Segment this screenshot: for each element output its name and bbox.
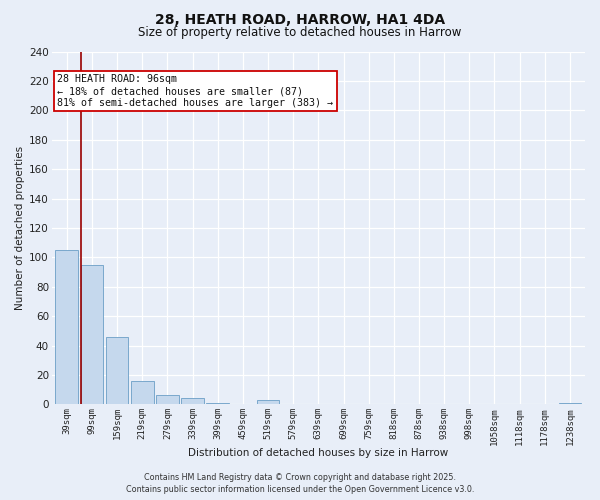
Bar (156, 396, 179, 404)
Bar (559, 403, 581, 404)
X-axis label: Distribution of detached houses by size in Harrow: Distribution of detached houses by size … (188, 448, 448, 458)
Text: Contains HM Land Registry data © Crown copyright and database right 2025.
Contai: Contains HM Land Registry data © Crown c… (126, 473, 474, 494)
Bar (106, 336, 128, 404)
Bar (257, 400, 280, 404)
Y-axis label: Number of detached properties: Number of detached properties (15, 146, 25, 310)
Text: 28 HEATH ROAD: 96sqm
← 18% of detached houses are smaller (87)
81% of semi-detac: 28 HEATH ROAD: 96sqm ← 18% of detached h… (57, 74, 333, 108)
Bar (131, 381, 154, 404)
Text: Size of property relative to detached houses in Harrow: Size of property relative to detached ho… (139, 26, 461, 39)
Bar (55, 250, 78, 404)
Bar (181, 398, 204, 404)
Bar (80, 264, 103, 404)
Bar (206, 403, 229, 404)
Text: 28, HEATH ROAD, HARROW, HA1 4DA: 28, HEATH ROAD, HARROW, HA1 4DA (155, 12, 445, 26)
